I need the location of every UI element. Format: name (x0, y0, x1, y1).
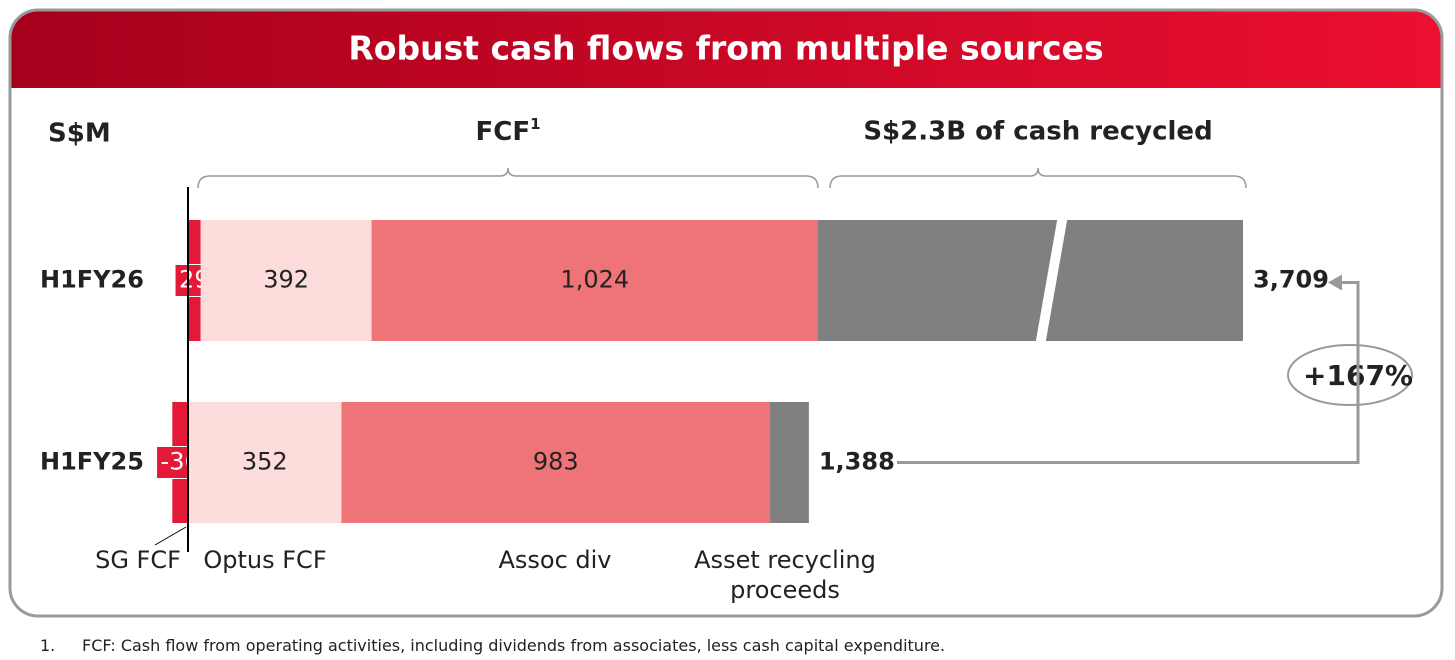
category-label: H1FY26 (40, 266, 144, 294)
bar-segment (770, 402, 809, 523)
bar-segment (371, 220, 819, 341)
unit-label: S$M (48, 119, 111, 149)
value-label: 1,024 (560, 266, 629, 294)
bar-segment (188, 402, 342, 523)
bracket-superscript: 1 (530, 115, 540, 133)
value-label: 352 (242, 448, 288, 476)
bracket-label: S$2.3B of cash recycled (863, 117, 1212, 147)
axis-break (1035, 218, 1068, 343)
value-label: 983 (533, 448, 579, 476)
category-label: H1FY25 (40, 448, 144, 476)
legend-leader (154, 526, 187, 546)
legend-label: Asset recycling proceeds (694, 546, 876, 604)
bracket-label: FCF1 (475, 115, 540, 147)
panel-border (8, 8, 1444, 618)
bracket-label-text: FCF (475, 117, 530, 147)
bracket (829, 167, 1247, 189)
header-band (10, 10, 1442, 88)
bar-segment (818, 220, 1243, 341)
change-connector (897, 281, 1360, 464)
value-label: 392 (263, 266, 309, 294)
chart-title: Robust cash flows from multiple sources (348, 29, 1103, 68)
legend-label: Optus FCF (203, 546, 327, 574)
bar-segment (341, 402, 771, 523)
change-bubble (1287, 344, 1413, 406)
change-arrow (1328, 274, 1342, 291)
footnote-number: 1. (40, 636, 56, 655)
legend-label: SG FCF (95, 546, 181, 574)
legend-label: Assoc div (498, 546, 612, 574)
footnote-text: FCF: Cash flow from operating activities… (82, 636, 946, 655)
total-label: 3,709 (1253, 266, 1329, 294)
total-label: 1,388 (819, 448, 895, 476)
bar-segment (200, 220, 372, 341)
bracket (197, 167, 819, 189)
